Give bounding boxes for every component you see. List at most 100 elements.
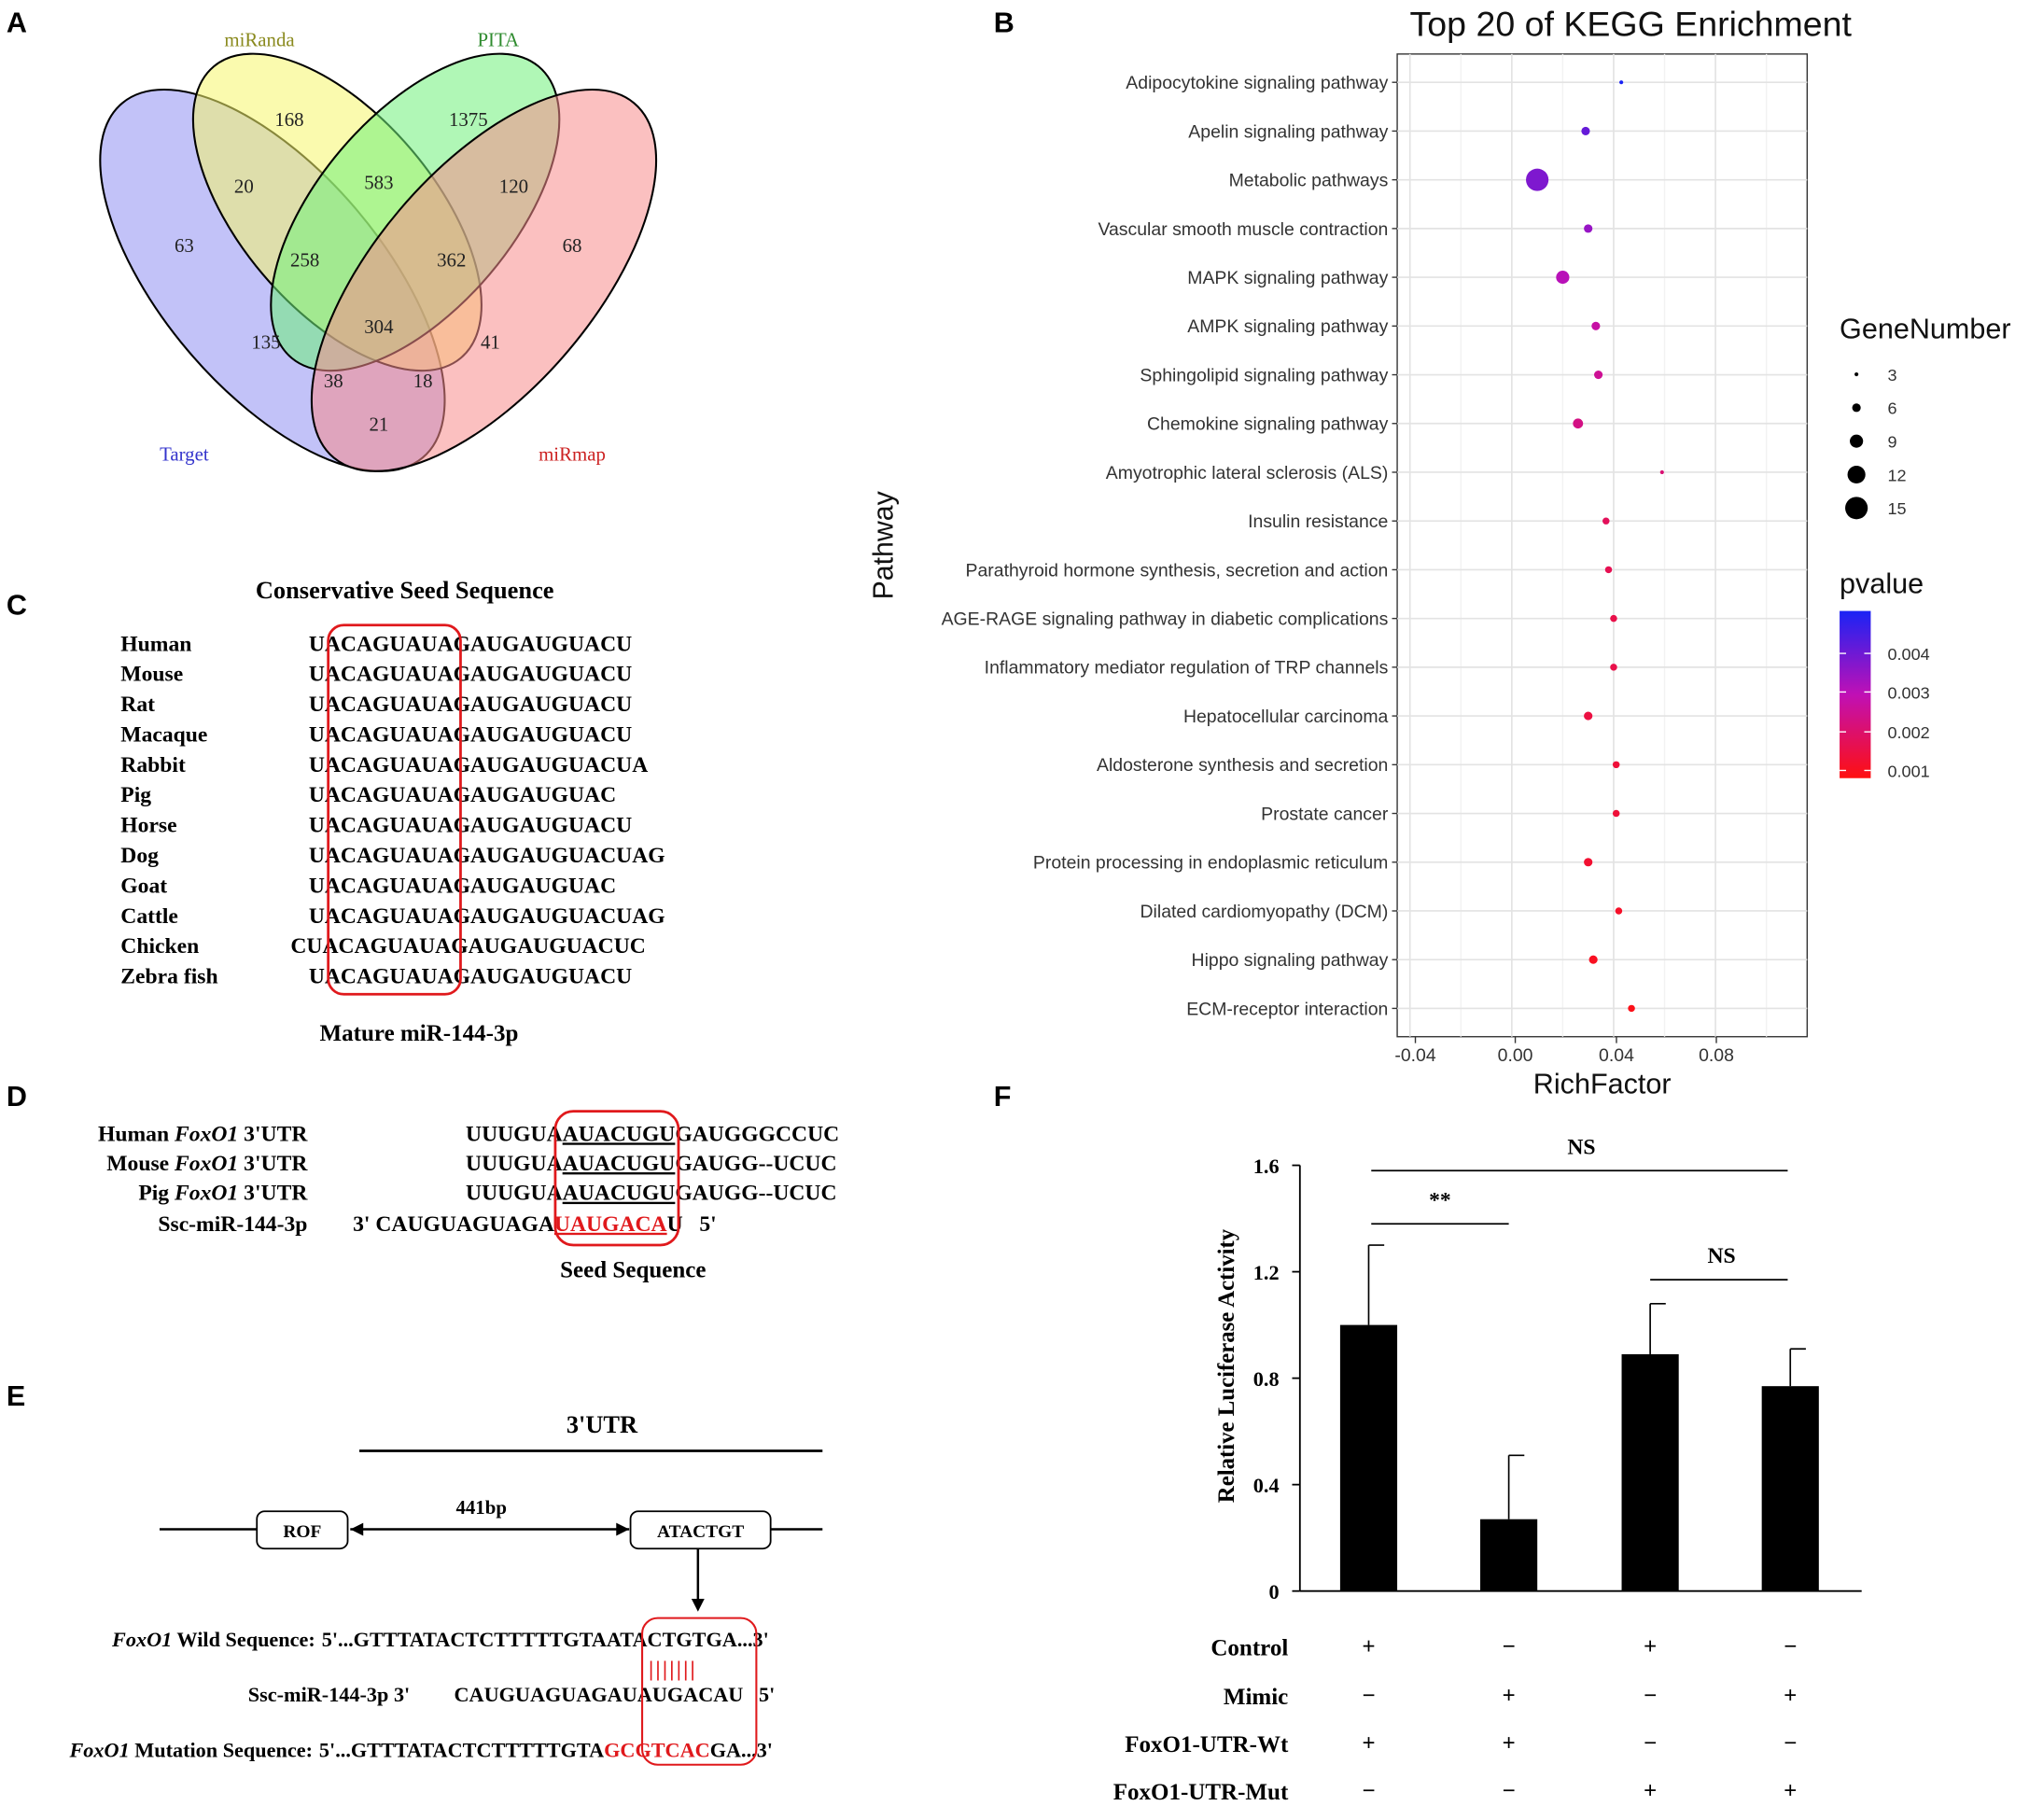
conservative-seed-panel: Conservative Seed Sequence Human UACAGUAU… <box>120 577 665 1046</box>
species-name: Mouse <box>120 663 183 687</box>
pathway-label: Aldosterone synthesis and secretion <box>1097 755 1388 776</box>
venn-count: 135 <box>251 333 280 354</box>
pvalue-colorbar-ticks <box>1840 652 1871 772</box>
pvalue-colorbar-labels: 0.004 0.003 0.002 0.001 <box>1887 645 1929 780</box>
mutation-sequence: 5'...GTTTATACTCTTTTTGTAGCGTCACGA...3' <box>319 1739 773 1762</box>
pathway-label: Prostate cancer <box>1261 804 1389 824</box>
size-legend-dot <box>1845 497 1868 520</box>
site-box <box>629 1510 772 1550</box>
pathway-point <box>1628 1004 1635 1013</box>
condition-sign: + <box>1362 1731 1375 1757</box>
size-legend-dot <box>1854 371 1859 377</box>
panel-label-d: D <box>7 1081 27 1113</box>
pathway-point <box>1602 517 1610 525</box>
panel-label-f: F <box>994 1081 1012 1113</box>
pathway-label: Apelin signaling pathway <box>1188 121 1388 142</box>
pathway-label: Parathyroid hormone synthesis, secretion… <box>966 560 1389 581</box>
condition-sign: + <box>1502 1684 1515 1709</box>
mirna-sequence-row: UACAGUAUAGAUGAUGUAC <box>309 874 616 898</box>
seed-c-footer: Mature miR-144-3p <box>320 1021 519 1046</box>
rof-box <box>256 1510 349 1550</box>
condition-sign: − <box>1644 1731 1657 1757</box>
condition-sign: − <box>1362 1779 1375 1804</box>
venn-diagram: miRanda PITA Target miRmap 168 1375 63 6… <box>99 31 658 472</box>
reporter-construct-diagram: 3'UTR ROF 441bp ATACTGT FoxO1 Wild Seque… <box>69 1411 823 1766</box>
significance-label: NS <box>1707 1244 1735 1268</box>
pathway-label: ECM-receptor interaction <box>1186 999 1388 1019</box>
distance-label: 441bp <box>455 1498 506 1519</box>
pvalue-colorbar <box>1840 610 1871 778</box>
pvalue-tick: 0.004 <box>1887 645 1929 664</box>
seed-c-highlight-box <box>327 623 462 996</box>
significance-annotations: ** NS NS <box>1371 1135 1788 1281</box>
pathway-label: AGE-RAGE signaling pathway in diabetic c… <box>942 609 1389 630</box>
condition-signs: + − + − − + − + + + − − − − + + <box>1362 1634 1797 1803</box>
size-legend <box>1845 371 1868 520</box>
mirna-sequence-row: UACAGUAUAGAUGAUGUACU <box>309 693 632 717</box>
kegg-x-tick: 0.08 <box>1699 1045 1734 1066</box>
pathway-label: Amyotrophic lateral sclerosis (ALS) <box>1106 463 1389 483</box>
kegg-x-tick-marks <box>1414 1036 1717 1043</box>
condition-sign: + <box>1502 1731 1515 1757</box>
panel-label-e: E <box>7 1380 25 1412</box>
size-legend-value: 6 <box>1887 399 1896 418</box>
pvalue-tick: 0.002 <box>1887 723 1929 742</box>
size-legend-value: 15 <box>1887 499 1906 518</box>
species-name: Macaque <box>120 723 207 748</box>
utr-sequence: UUUGUAAUACUGUGAUGG--UCUC <box>466 1152 837 1176</box>
mirna-sequence-row: UACAGUAUAGAUGAUGUACU <box>309 965 632 989</box>
venn-count: 18 <box>413 371 433 392</box>
condition-name: FoxO1-UTR-Mut <box>1113 1780 1289 1805</box>
seed-c-rows: Human UACAGUAUAGAUGAUGUACU Mouse UACAGUAUAG… <box>120 632 665 988</box>
significance-label: NS <box>1567 1135 1595 1159</box>
pathway-label: Adipocytokine signaling pathway <box>1126 73 1388 93</box>
condition-sign: + <box>1784 1779 1797 1804</box>
pvalue-tick: 0.003 <box>1887 683 1929 702</box>
wild-sequence-label: FoxO1 Wild Sequence: <box>111 1628 315 1651</box>
species-name: Goat <box>120 874 167 898</box>
pathway-point <box>1594 370 1603 380</box>
size-legend-dot <box>1852 403 1861 413</box>
species-name: Dog <box>120 844 159 868</box>
mirna-label-e: Ssc-miR-144-3p 3' <box>248 1683 410 1706</box>
condition-name: FoxO1-UTR-Wt <box>1125 1732 1289 1757</box>
species-name: Zebra fish <box>120 965 217 989</box>
kegg-title: Top 20 of KEGG Enrichment <box>1410 5 1853 44</box>
condition-sign: + <box>1644 1779 1657 1804</box>
pathway-label: Protein processing in endoplasmic reticu… <box>1033 853 1388 874</box>
pathway-point <box>1556 271 1570 285</box>
pathway-label: Inflammatory mediator regulation of TRP … <box>985 658 1389 679</box>
bar-bars <box>1339 1244 1819 1591</box>
bar-y-tick: 1.2 <box>1253 1261 1280 1284</box>
pathway-point <box>1573 418 1584 429</box>
bar-y-ticks: 0 0.4 0.8 1.2 1.6 <box>1253 1155 1280 1603</box>
venn-count: 20 <box>234 177 254 198</box>
species-name: Rabbit <box>120 753 186 777</box>
species-name: Cattle <box>120 904 178 929</box>
venn-label-target: Target <box>160 444 209 465</box>
bar <box>1480 1519 1538 1591</box>
mirna-sequence-e: CAUGUAGUAGAUAUGACAU 5' <box>455 1683 776 1706</box>
mirna-sequence: 3' CAUGUAGUAGAUAUGACAU 5' <box>353 1212 717 1237</box>
utr-label: 3'UTR <box>567 1411 638 1438</box>
condition-sign: − <box>1784 1731 1797 1757</box>
species-name: Pig <box>120 783 151 807</box>
mirna-sequence-row: UACAGUAUAGAUGAUGUACUAG <box>309 904 665 929</box>
condition-sign: − <box>1502 1779 1515 1804</box>
pathway-point <box>1610 664 1617 671</box>
site-label: ATACTGT <box>657 1522 744 1542</box>
venn-label-miranda: miRanda <box>224 31 294 51</box>
condition-sign: − <box>1784 1634 1797 1659</box>
luciferase-bar-chart: Relative Luciferase Activity 0 0.4 0.8 1… <box>1113 1135 1862 1805</box>
condition-name: Control <box>1210 1636 1288 1661</box>
pathway-label: Sphingolipid signaling pathway <box>1140 365 1388 385</box>
kegg-x-tick: 0.00 <box>1498 1045 1533 1066</box>
pathway-label: MAPK signaling pathway <box>1187 268 1388 288</box>
pathway-label: Vascular smooth muscle contraction <box>1098 219 1388 240</box>
pvalue-tick: 0.001 <box>1887 762 1929 780</box>
kegg-plot-frame <box>1396 53 1809 1038</box>
pathway-point <box>1612 809 1620 818</box>
utr-sequence: UUUGUAAUACUGUGAUGGGCCUC <box>466 1122 839 1146</box>
